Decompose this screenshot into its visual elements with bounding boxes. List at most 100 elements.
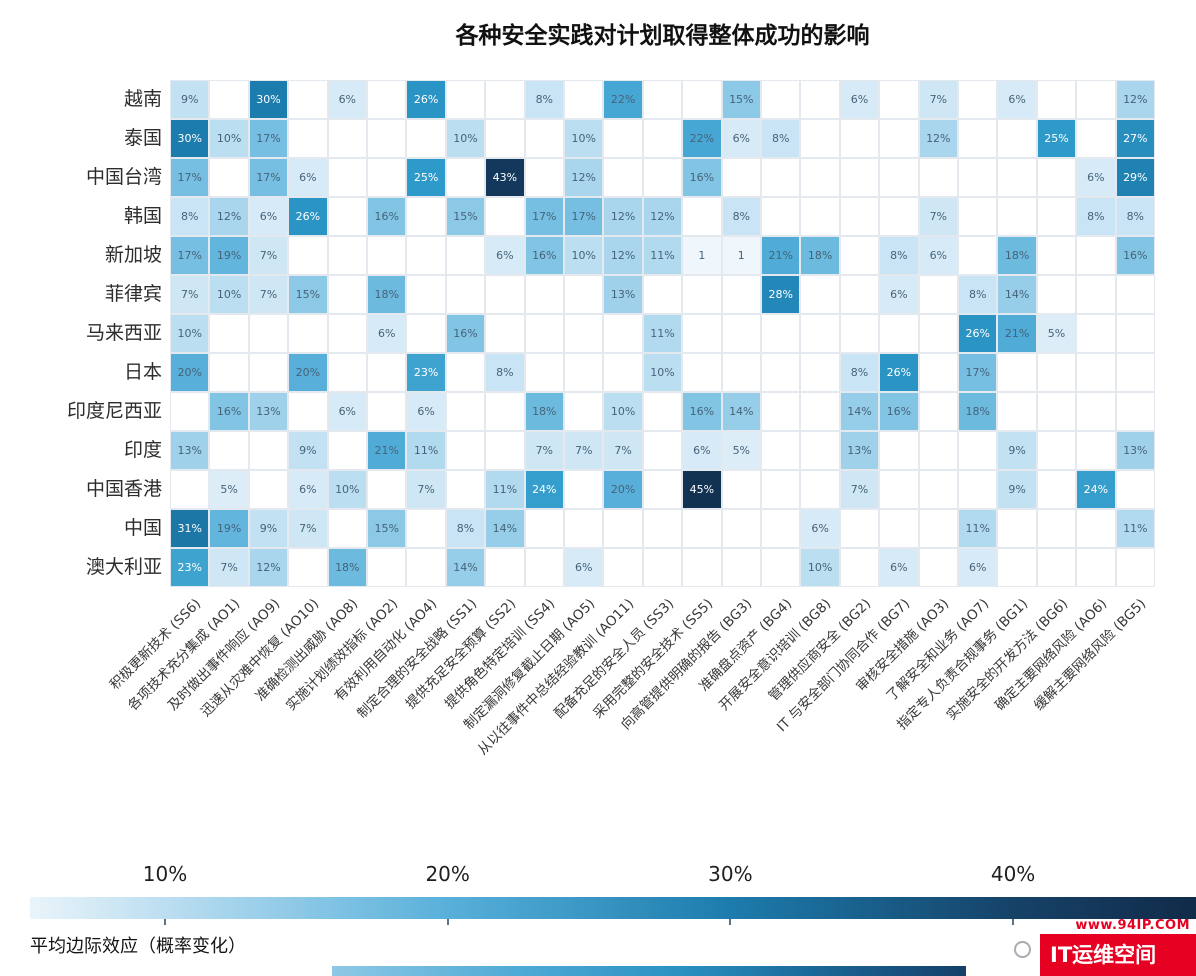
heatmap-cell: 7%: [564, 431, 604, 470]
heatmap-cell: 12%: [603, 197, 643, 236]
heatmap-cell: [445, 353, 486, 392]
heatmap-cell: 13%: [170, 431, 210, 470]
heatmap-cell: [603, 314, 643, 353]
y-axis-label: 中国香港: [85, 478, 162, 500]
heatmap-cell: 21%: [761, 236, 801, 275]
heatmap-cell: 16%: [1115, 236, 1155, 275]
heatmap-cell: [682, 353, 722, 392]
heatmap-cell: 18%: [327, 548, 367, 587]
heatmap-cell: [1076, 431, 1116, 470]
heatmap-grid: 9% 30% 6% 26% 8% 22% 15% 6% 7% 6% 12% 30% 10% 17% 10% 1…: [170, 80, 1155, 587]
heatmap-cell: [1036, 353, 1077, 392]
heatmap-cell: 17%: [248, 158, 289, 197]
heatmap-cell: [958, 119, 998, 158]
heatmap-cell: 13%: [248, 392, 289, 431]
heatmap-cell: 11%: [406, 431, 446, 470]
heatmap-cell: 26%: [958, 314, 998, 353]
heatmap-cell: 7%: [406, 470, 446, 509]
heatmap-cell: [406, 236, 446, 275]
heatmap-cell: [761, 431, 801, 470]
heatmap-cell: [170, 392, 210, 431]
heatmap-cell: 10%: [209, 119, 249, 158]
heatmap-cell: [1115, 314, 1155, 353]
heatmap-cell: [642, 431, 683, 470]
heatmap-cell: 16%: [682, 158, 722, 197]
heatmap-cell: [485, 197, 525, 236]
heatmap-cell: 25%: [1036, 119, 1077, 158]
heatmap-cell: [800, 197, 840, 236]
heatmap-cell: 18%: [997, 236, 1037, 275]
heatmap-cell: [761, 158, 801, 197]
heatmap-cell: [367, 353, 407, 392]
y-axis-label: 澳大利亚: [85, 556, 162, 578]
heatmap-cell: [445, 470, 486, 509]
heatmap-cell: [603, 353, 643, 392]
heatmap-cell: [367, 392, 407, 431]
heatmap-cell: 10%: [327, 470, 367, 509]
heatmap-cell: 10%: [564, 119, 604, 158]
heatmap-cell: 6%: [879, 548, 919, 587]
heatmap-cell: [209, 314, 249, 353]
heatmap-cell: [918, 353, 958, 392]
heatmap-cell: 26%: [879, 353, 919, 392]
heatmap-cell: [248, 314, 289, 353]
heatmap-cell: [1076, 509, 1116, 548]
heatmap-cell: [485, 119, 525, 158]
heatmap-cell: 18%: [800, 236, 840, 275]
heatmap-cell: [445, 431, 486, 470]
heatmap-cell: [1076, 236, 1116, 275]
heatmap-cell: [406, 119, 446, 158]
heatmap-cell: [721, 353, 761, 392]
heatmap-cell: 25%: [406, 158, 446, 197]
heatmap-cell: 6%: [879, 275, 919, 314]
y-axis-label: 马来西亚: [85, 322, 162, 344]
y-axis-label: 菲律宾: [104, 283, 162, 305]
y-axis-label: 中国台湾: [85, 166, 162, 188]
heatmap-cell: [839, 275, 880, 314]
heatmap-cell: 9%: [997, 470, 1037, 509]
heatmap-cell: [564, 80, 604, 119]
heatmap-cell: 7%: [288, 509, 328, 548]
heatmap-cell: [564, 314, 604, 353]
heatmap-cell: [879, 158, 919, 197]
heatmap-cell: [721, 275, 761, 314]
heatmap-cell: [367, 80, 407, 119]
heatmap-cell: 10%: [800, 548, 840, 587]
heatmap-cell: [327, 431, 367, 470]
heatmap-cell: [800, 275, 840, 314]
heatmap-cell: 13%: [839, 431, 880, 470]
heatmap-cell: 15%: [445, 197, 486, 236]
heatmap-cell: [1036, 158, 1077, 197]
heatmap-cell: [642, 119, 683, 158]
heatmap-cell: [721, 470, 761, 509]
heatmap-cell: 5%: [209, 470, 249, 509]
heatmap-cell: [406, 275, 446, 314]
heatmap-cell: [367, 158, 407, 197]
heatmap-cell: 10%: [445, 119, 486, 158]
heatmap-cell: [682, 548, 722, 587]
heatmap-cell: [997, 509, 1037, 548]
heatmap-cell: 13%: [1115, 431, 1155, 470]
heatmap-cell: 11%: [958, 509, 998, 548]
chart-title: 各种安全实践对计划取得整体成功的影响: [455, 23, 870, 49]
heatmap-cell: [406, 314, 446, 353]
heatmap-cell: 7%: [248, 275, 289, 314]
heatmap-cell: [761, 470, 801, 509]
heatmap-cell: [800, 80, 840, 119]
heatmap-cell: [485, 275, 525, 314]
heatmap-cell: [682, 197, 722, 236]
y-axis-label: 越南: [123, 88, 162, 110]
heatmap-cell: [839, 509, 880, 548]
heatmap-cell: [564, 353, 604, 392]
heatmap-cell: 16%: [879, 392, 919, 431]
heatmap-cell: 18%: [958, 392, 998, 431]
heatmap-cell: [997, 197, 1037, 236]
heatmap-cell: 8%: [721, 197, 761, 236]
heatmap-cell: [839, 197, 880, 236]
heatmap-cell: [1076, 119, 1116, 158]
heatmap-cell: [327, 158, 367, 197]
heatmap-cell: [327, 197, 367, 236]
heatmap-cell: 14%: [445, 548, 486, 587]
legend-gradient-bar: [30, 897, 1196, 919]
heatmap-cell: 5%: [721, 431, 761, 470]
